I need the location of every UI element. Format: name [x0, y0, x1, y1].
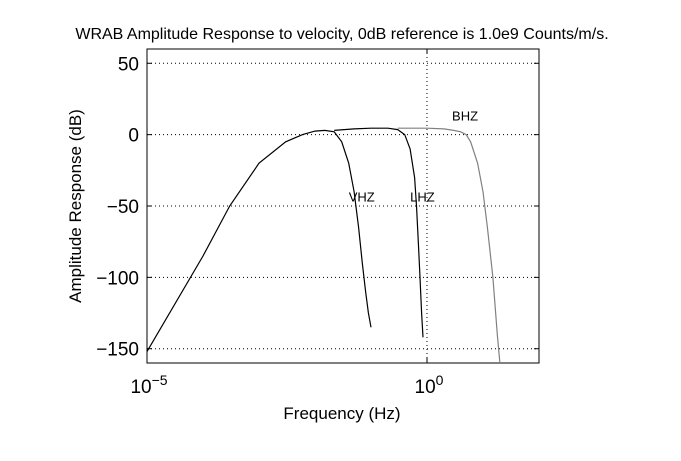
y-tick-label: 0 — [128, 126, 139, 147]
x-tick-label: 100 — [415, 372, 444, 398]
y-tick-label: −50 — [107, 197, 139, 218]
series-labels: VHZ LHZ BHZ — [349, 108, 478, 204]
chart-title: WRAB Amplitude Response to velocity, 0dB… — [75, 26, 608, 43]
grid — [146, 49, 539, 363]
series-line-bhz — [397, 127, 501, 364]
series-lines — [146, 127, 501, 364]
series-label-bhz: BHZ — [452, 108, 478, 123]
x-tick-label: 10−5 — [130, 372, 167, 398]
x-axis-title: Frequency (Hz) — [283, 404, 400, 423]
y-tick-label: −150 — [96, 340, 139, 361]
axis-ticks: 50 0 −50 −100 −150 10−5 100 — [96, 49, 539, 398]
y-tick-label: −100 — [96, 268, 139, 289]
y-tick-label: 50 — [118, 54, 139, 75]
y-axis-title: Amplitude Response (dB) — [66, 109, 85, 303]
series-label-vhz: VHZ — [349, 190, 375, 205]
series-line-lhz — [334, 127, 424, 338]
series-label-lhz: LHZ — [410, 190, 435, 205]
series-line-vhz — [146, 129, 372, 352]
